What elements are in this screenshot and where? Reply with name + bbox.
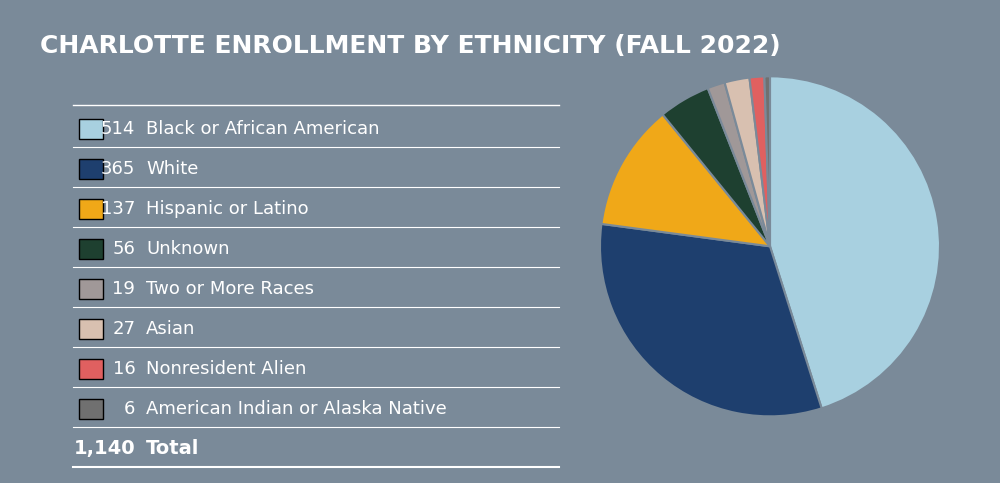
Text: 514: 514 (101, 120, 135, 138)
Wedge shape (770, 76, 940, 408)
Wedge shape (601, 114, 770, 246)
Text: 6: 6 (124, 400, 135, 418)
Wedge shape (663, 88, 770, 246)
Text: 16: 16 (113, 360, 135, 378)
Text: White: White (146, 160, 198, 178)
Text: 137: 137 (101, 200, 135, 218)
Wedge shape (600, 224, 822, 416)
Text: Black or African American: Black or African American (146, 120, 380, 138)
Text: Nonresident Alien: Nonresident Alien (146, 360, 306, 378)
FancyBboxPatch shape (79, 159, 103, 179)
Text: CHARLOTTE ENROLLMENT BY ETHNICITY (FALL 2022): CHARLOTTE ENROLLMENT BY ETHNICITY (FALL … (40, 34, 781, 58)
Text: Hispanic or Latino: Hispanic or Latino (146, 200, 309, 218)
Wedge shape (749, 76, 770, 246)
FancyBboxPatch shape (79, 359, 103, 379)
FancyBboxPatch shape (79, 239, 103, 259)
Text: American Indian or Alaska Native: American Indian or Alaska Native (146, 400, 447, 418)
Text: 365: 365 (101, 160, 135, 178)
FancyBboxPatch shape (79, 399, 103, 419)
Text: Two or More Races: Two or More Races (146, 280, 314, 298)
Text: 56: 56 (112, 240, 135, 258)
FancyBboxPatch shape (79, 119, 103, 139)
FancyBboxPatch shape (79, 279, 103, 299)
Text: 27: 27 (112, 320, 135, 338)
FancyBboxPatch shape (79, 319, 103, 339)
Text: Total: Total (146, 440, 199, 458)
Wedge shape (725, 78, 770, 246)
Wedge shape (708, 83, 770, 246)
Text: 1,140: 1,140 (74, 440, 135, 458)
Wedge shape (764, 76, 770, 246)
Text: Asian: Asian (146, 320, 195, 338)
Text: Unknown: Unknown (146, 240, 230, 258)
Text: 19: 19 (112, 280, 135, 298)
FancyBboxPatch shape (79, 199, 103, 219)
